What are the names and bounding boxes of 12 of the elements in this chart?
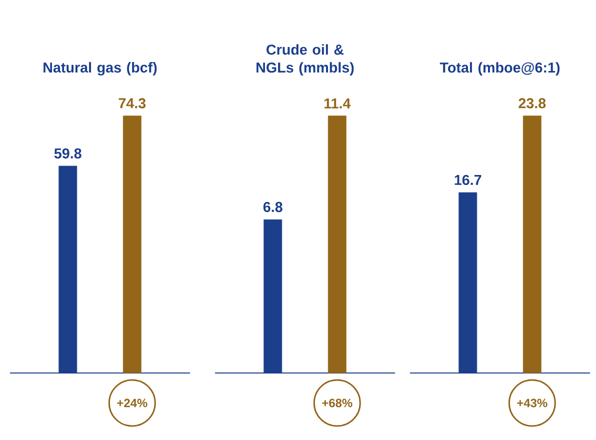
data-label: 16.7 (454, 174, 482, 186)
text: +43% (517, 398, 548, 408)
chart-title: Crude oil & NGLs (mmbls) (256, 44, 354, 76)
data-label: 23.8 (518, 98, 546, 108)
data-label: 11.4 (324, 98, 351, 108)
text: +68% (322, 398, 352, 408)
data-label: 6.8 (263, 202, 282, 212)
chart-title: Total (mboe@6:1) (440, 62, 560, 76)
text: +24% (117, 398, 148, 408)
data-label: 59.8 (54, 148, 82, 159)
chart-title: Natural gas (bcf) (44, 62, 157, 76)
data-label: 74.3 (118, 98, 146, 108)
